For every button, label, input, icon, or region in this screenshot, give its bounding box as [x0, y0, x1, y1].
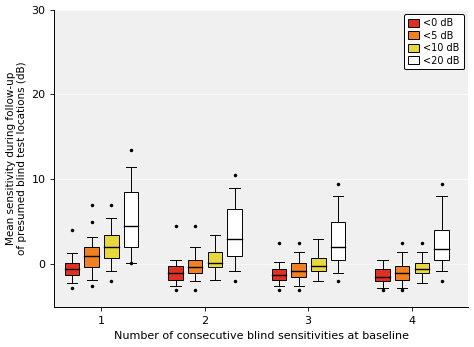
- Bar: [84, 247, 99, 267]
- Bar: [168, 266, 183, 280]
- Bar: [395, 266, 410, 280]
- Legend: <0 dB, <5 dB, <10 dB, <20 dB: <0 dB, <5 dB, <10 dB, <20 dB: [404, 15, 464, 69]
- Bar: [188, 260, 202, 273]
- Bar: [331, 222, 345, 260]
- Bar: [272, 269, 286, 280]
- Bar: [415, 263, 429, 273]
- Bar: [311, 257, 326, 271]
- Y-axis label: Mean sensitivity during follow-up
of presumed blind test locations (dB): Mean sensitivity during follow-up of pre…: [6, 61, 27, 255]
- Bar: [292, 263, 306, 277]
- Bar: [124, 192, 138, 247]
- Bar: [375, 269, 390, 281]
- Bar: [104, 235, 118, 257]
- Bar: [434, 230, 449, 260]
- Bar: [65, 263, 79, 274]
- X-axis label: Number of consecutive blind sensitivities at baseline: Number of consecutive blind sensitivitie…: [114, 331, 409, 341]
- Bar: [208, 252, 222, 267]
- Bar: [228, 209, 242, 256]
